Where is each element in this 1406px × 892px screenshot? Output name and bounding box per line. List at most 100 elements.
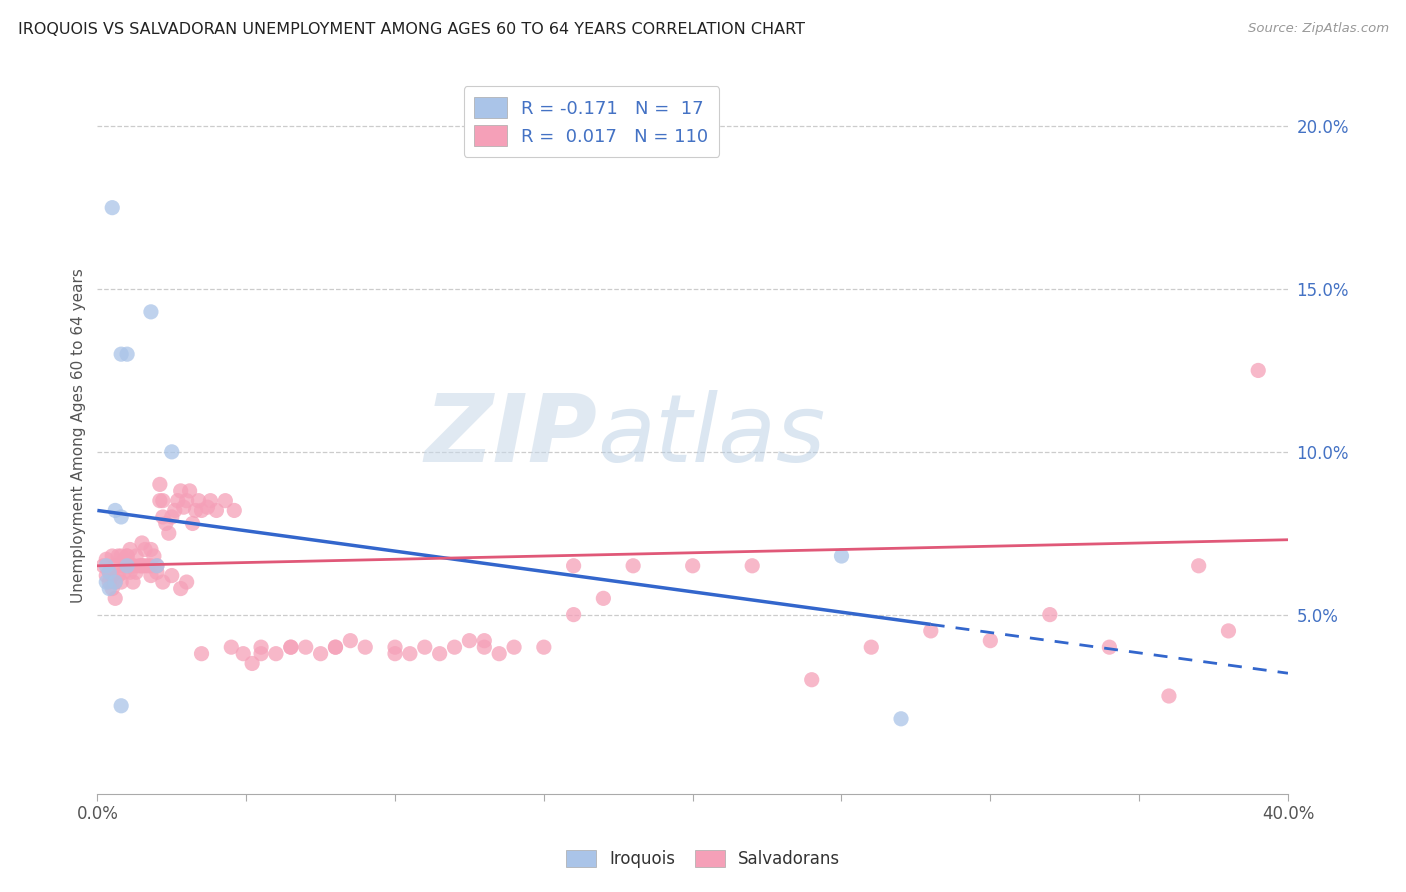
Point bbox=[399, 647, 422, 661]
Point bbox=[98, 582, 121, 596]
Point bbox=[96, 558, 118, 573]
Point bbox=[101, 201, 124, 215]
Point bbox=[139, 568, 162, 582]
Point bbox=[458, 633, 481, 648]
Point bbox=[264, 647, 287, 661]
Point bbox=[91, 558, 114, 573]
Point bbox=[166, 493, 188, 508]
Point bbox=[134, 558, 156, 573]
Point bbox=[325, 640, 347, 655]
Point bbox=[250, 647, 273, 661]
Point bbox=[240, 657, 263, 671]
Point bbox=[190, 647, 212, 661]
Point bbox=[146, 558, 169, 573]
Point bbox=[221, 640, 243, 655]
Point bbox=[104, 503, 127, 517]
Point bbox=[413, 640, 436, 655]
Point bbox=[472, 633, 495, 648]
Point bbox=[131, 558, 153, 573]
Point bbox=[160, 510, 183, 524]
Point bbox=[139, 542, 162, 557]
Point bbox=[115, 558, 138, 573]
Point bbox=[339, 633, 361, 648]
Point bbox=[96, 568, 118, 582]
Point bbox=[224, 503, 246, 517]
Point bbox=[101, 549, 124, 563]
Point bbox=[325, 640, 347, 655]
Point bbox=[110, 549, 132, 563]
Point bbox=[125, 566, 148, 580]
Point bbox=[1218, 624, 1240, 638]
Point bbox=[384, 640, 406, 655]
Point bbox=[104, 558, 127, 573]
Point bbox=[214, 493, 236, 508]
Point bbox=[184, 503, 207, 517]
Point bbox=[384, 647, 406, 661]
Point bbox=[98, 575, 121, 590]
Y-axis label: Unemployment Among Ages 60 to 64 years: Unemployment Among Ages 60 to 64 years bbox=[72, 268, 86, 603]
Point bbox=[155, 516, 177, 531]
Point bbox=[128, 558, 150, 573]
Point bbox=[110, 558, 132, 573]
Point bbox=[890, 712, 912, 726]
Point bbox=[146, 558, 169, 573]
Point bbox=[429, 647, 451, 661]
Point bbox=[741, 558, 763, 573]
Point bbox=[149, 477, 172, 491]
Point bbox=[134, 542, 156, 557]
Text: Source: ZipAtlas.com: Source: ZipAtlas.com bbox=[1249, 22, 1389, 36]
Point bbox=[232, 647, 254, 661]
Point bbox=[250, 640, 273, 655]
Point bbox=[179, 483, 201, 498]
Point bbox=[800, 673, 823, 687]
Point bbox=[104, 575, 127, 590]
Point bbox=[294, 640, 316, 655]
Point bbox=[110, 347, 132, 361]
Point bbox=[309, 647, 332, 661]
Point bbox=[139, 558, 162, 573]
Point bbox=[104, 591, 127, 606]
Point bbox=[107, 568, 129, 582]
Point bbox=[115, 549, 138, 563]
Point bbox=[160, 445, 183, 459]
Point bbox=[152, 510, 174, 524]
Point bbox=[176, 493, 198, 508]
Point bbox=[110, 575, 132, 590]
Point bbox=[979, 633, 1001, 648]
Point bbox=[120, 566, 142, 580]
Point bbox=[190, 503, 212, 517]
Point bbox=[122, 575, 145, 590]
Point bbox=[101, 568, 124, 582]
Point bbox=[152, 493, 174, 508]
Point bbox=[533, 640, 555, 655]
Point bbox=[1039, 607, 1062, 622]
Point bbox=[112, 552, 135, 566]
Point bbox=[131, 536, 153, 550]
Point bbox=[149, 493, 172, 508]
Point bbox=[115, 347, 138, 361]
Point bbox=[920, 624, 942, 638]
Point bbox=[122, 558, 145, 573]
Point bbox=[107, 549, 129, 563]
Legend: Iroquois, Salvadorans: Iroquois, Salvadorans bbox=[560, 843, 846, 875]
Point bbox=[280, 640, 302, 655]
Point bbox=[125, 549, 148, 563]
Point bbox=[443, 640, 465, 655]
Point bbox=[96, 575, 118, 590]
Point bbox=[115, 558, 138, 573]
Point bbox=[354, 640, 377, 655]
Point bbox=[503, 640, 526, 655]
Point bbox=[110, 698, 132, 713]
Point bbox=[187, 493, 209, 508]
Point bbox=[122, 558, 145, 573]
Point bbox=[860, 640, 883, 655]
Point bbox=[176, 575, 198, 590]
Point bbox=[139, 305, 162, 319]
Point bbox=[120, 542, 142, 557]
Point bbox=[173, 500, 195, 515]
Point bbox=[1188, 558, 1211, 573]
Text: atlas: atlas bbox=[598, 390, 825, 481]
Point bbox=[280, 640, 302, 655]
Point bbox=[115, 549, 138, 563]
Point bbox=[592, 591, 614, 606]
